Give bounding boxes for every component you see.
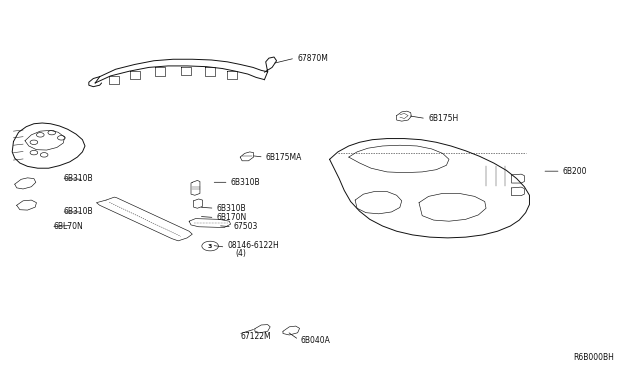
Text: 6B175MA: 6B175MA: [266, 153, 302, 161]
Text: 6B310B: 6B310B: [216, 204, 246, 213]
Text: 6B310B: 6B310B: [230, 178, 260, 187]
Text: 67870M: 67870M: [298, 54, 328, 62]
Text: 67122M: 67122M: [240, 331, 271, 341]
Text: 08146-6122H: 08146-6122H: [227, 241, 279, 250]
Text: 6B175H: 6B175H: [429, 114, 459, 123]
Text: (4): (4): [236, 249, 246, 258]
Text: 6B170N: 6B170N: [216, 213, 247, 222]
Text: 67503: 67503: [234, 222, 258, 231]
Text: 3: 3: [208, 244, 212, 248]
Text: R6B000BH: R6B000BH: [573, 353, 614, 362]
Text: 6BL70N: 6BL70N: [53, 222, 83, 231]
Text: 6B200: 6B200: [563, 167, 587, 176]
Text: 6B310B: 6B310B: [63, 174, 93, 183]
Text: 6B040A: 6B040A: [301, 336, 331, 346]
Text: 6B310B: 6B310B: [63, 208, 93, 217]
